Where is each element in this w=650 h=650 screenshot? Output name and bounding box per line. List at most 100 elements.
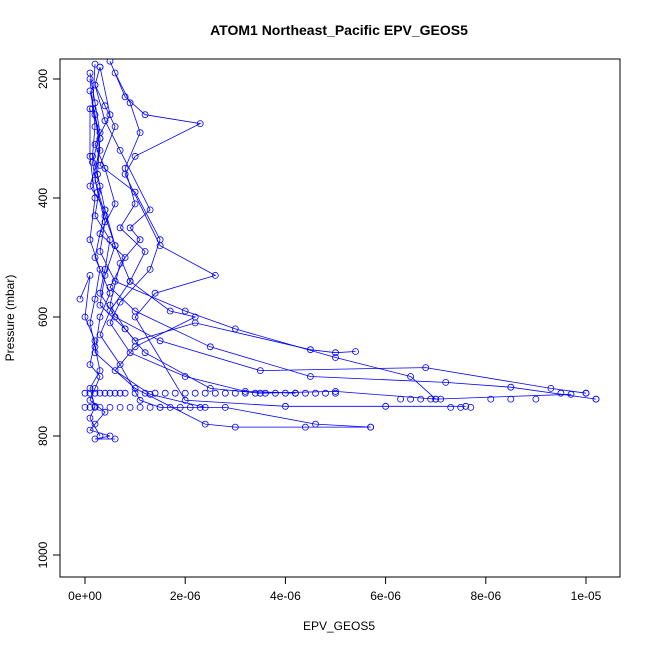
data-point <box>96 146 104 154</box>
data-point <box>91 99 99 107</box>
series-6-line <box>89 90 371 428</box>
data-point <box>131 389 139 397</box>
data-point <box>126 277 134 285</box>
data-point <box>407 373 415 380</box>
data-point <box>231 423 239 431</box>
data-point <box>532 395 540 403</box>
chart-title: ATOM1 Northeast_Pacific EPV_GEOS5 <box>210 22 468 38</box>
data-point <box>141 111 149 119</box>
data-point <box>91 403 99 411</box>
data-point <box>201 389 209 397</box>
data-point <box>91 111 99 119</box>
data-point <box>131 152 139 160</box>
data-point <box>121 389 129 397</box>
y-tick-label: 200 <box>36 69 50 89</box>
data-point <box>126 99 134 107</box>
data-point <box>146 265 154 273</box>
data-point <box>231 389 239 397</box>
data-point <box>131 313 139 321</box>
data-point <box>86 403 94 411</box>
data-point <box>96 432 104 440</box>
data-point <box>121 93 129 101</box>
series-layer <box>76 59 600 443</box>
data-point <box>231 325 239 333</box>
data-point <box>161 389 169 397</box>
data-point <box>467 403 475 411</box>
x-tick-label: 8e-06 <box>470 589 501 603</box>
data-point <box>86 87 94 95</box>
data-point <box>306 373 314 380</box>
data-point <box>422 364 430 372</box>
data-point <box>271 389 279 397</box>
data-point <box>221 403 229 411</box>
x-tick-label: 6e-06 <box>370 589 401 603</box>
data-point <box>176 403 184 411</box>
data-point <box>91 343 99 351</box>
data-point <box>156 337 164 345</box>
y-tick-label: 400 <box>36 188 50 208</box>
data-point <box>91 123 99 130</box>
data-point <box>151 289 159 297</box>
data-point <box>181 307 189 315</box>
data-point <box>91 81 99 89</box>
data-point <box>96 248 104 255</box>
data-point <box>181 389 189 397</box>
data-point <box>86 271 94 279</box>
data-point <box>101 102 109 110</box>
data-point <box>101 206 109 214</box>
data-point <box>186 403 194 411</box>
series-4-line <box>109 61 466 407</box>
y-tick-label: 1000 <box>36 541 50 568</box>
data-point <box>191 313 199 321</box>
data-point <box>301 389 309 397</box>
data-point <box>241 387 249 395</box>
data-point <box>447 403 455 411</box>
marker-cluster-layer <box>81 389 600 411</box>
data-point <box>111 200 119 208</box>
data-point <box>106 319 114 327</box>
data-point <box>166 403 174 411</box>
data-point <box>106 389 114 397</box>
x-tick-label: 2e-06 <box>170 589 201 603</box>
data-point <box>332 389 339 397</box>
data-point <box>96 331 104 339</box>
data-point <box>91 194 99 202</box>
data-point <box>442 378 450 386</box>
data-point <box>91 389 99 397</box>
data-point <box>96 63 104 71</box>
data-point <box>141 248 149 255</box>
data-point <box>86 414 94 422</box>
data-point <box>191 389 199 397</box>
data-point <box>116 224 124 232</box>
data-point <box>437 395 445 403</box>
data-point <box>397 395 405 403</box>
data-point <box>86 361 94 369</box>
data-point <box>136 396 144 404</box>
data-point <box>96 367 104 375</box>
data-point <box>131 343 139 351</box>
data-point <box>141 349 149 357</box>
data-point <box>91 212 99 220</box>
data-point <box>116 361 124 369</box>
data-point <box>367 423 375 431</box>
data-point <box>86 182 94 190</box>
y-tick-label: 600 <box>36 307 50 327</box>
data-point <box>86 384 94 392</box>
data-point <box>126 403 134 411</box>
data-point <box>206 343 214 351</box>
data-point <box>96 403 104 411</box>
data-point <box>206 384 214 392</box>
x-axis-label: EPV_GEOS5 <box>303 619 375 633</box>
data-point <box>211 271 219 279</box>
data-point <box>312 389 319 397</box>
data-point <box>101 408 109 416</box>
data-point <box>131 384 139 392</box>
data-point <box>432 395 440 403</box>
data-point <box>91 384 99 392</box>
data-point <box>146 390 154 398</box>
data-point <box>101 389 109 397</box>
data-point <box>281 389 289 397</box>
data-point <box>96 289 104 297</box>
data-point <box>126 224 134 232</box>
